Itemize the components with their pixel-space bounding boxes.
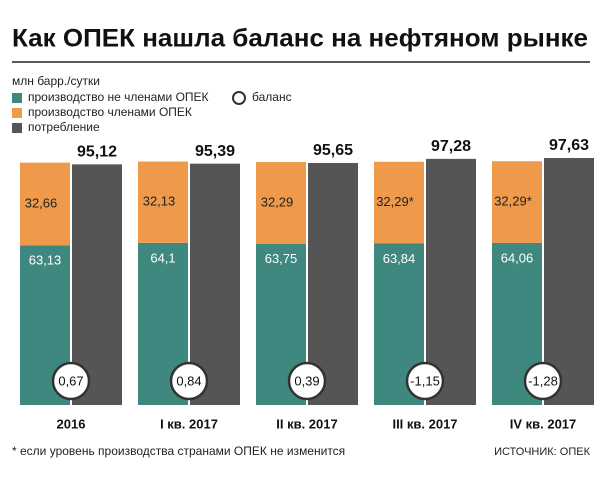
- bar-segment: [492, 161, 542, 243]
- x-tick-label: IV кв. 2017: [510, 416, 577, 431]
- legend-label: производство не членами ОПЕК: [28, 90, 209, 104]
- balance-label: -1,15: [410, 373, 440, 388]
- data-label: 32,13: [143, 194, 176, 209]
- footnote: * если уровень производства странами ОПЕ…: [12, 444, 345, 458]
- balance-label: 0,39: [294, 373, 319, 388]
- legend-swatch: [12, 123, 22, 133]
- data-label: 32,29*: [494, 194, 532, 209]
- x-tick-label: I кв. 2017: [160, 416, 218, 431]
- data-label: 63,13: [29, 253, 62, 268]
- data-label: 32,29*: [376, 194, 414, 209]
- data-label: 97,28: [431, 138, 471, 155]
- data-label: 64,1: [150, 250, 175, 265]
- bar: [544, 157, 594, 405]
- balance-marker: [523, 361, 563, 401]
- balance-marker: [51, 361, 91, 401]
- data-label: 95,12: [77, 144, 117, 161]
- balance-label: -1,28: [528, 373, 558, 388]
- data-label: 64,06: [501, 250, 534, 265]
- data-label: 63,75: [265, 251, 298, 266]
- legend-circle: [232, 91, 246, 105]
- legend-label: потребление: [28, 120, 100, 134]
- balance-marker: [287, 361, 327, 401]
- data-label: 32,66: [25, 195, 58, 210]
- legend-label: производство членами ОПЕК: [28, 105, 192, 119]
- bar: [426, 158, 476, 405]
- chart-title: Как ОПЕК нашла баланс на нефтяном рынке: [12, 25, 588, 53]
- balance-label: 0,84: [176, 373, 201, 388]
- legend-swatch: [12, 108, 22, 118]
- bar-segment: [374, 161, 424, 244]
- balance-marker: [169, 361, 209, 401]
- data-label: 32,29: [261, 194, 294, 209]
- data-label: 63,84: [383, 251, 416, 266]
- x-tick-label: III кв. 2017: [392, 416, 457, 431]
- source: ИСТОЧНИК: ОПЕК: [494, 446, 591, 458]
- x-tick-label: II кв. 2017: [276, 416, 337, 431]
- balance-label: 0,67: [58, 373, 83, 388]
- legend-label: баланс: [252, 90, 292, 104]
- data-label: 97,63: [549, 137, 589, 154]
- bar-segment: [256, 162, 306, 244]
- unit-label: млн барр./сутки: [12, 74, 100, 88]
- legend-swatch: [12, 93, 22, 103]
- data-label: 95,65: [313, 142, 353, 159]
- bar-segment: [20, 162, 70, 246]
- balance-marker: [405, 361, 445, 401]
- bar-segment: [138, 161, 188, 243]
- data-label: 95,39: [195, 143, 235, 160]
- x-tick-label: 2016: [57, 416, 86, 431]
